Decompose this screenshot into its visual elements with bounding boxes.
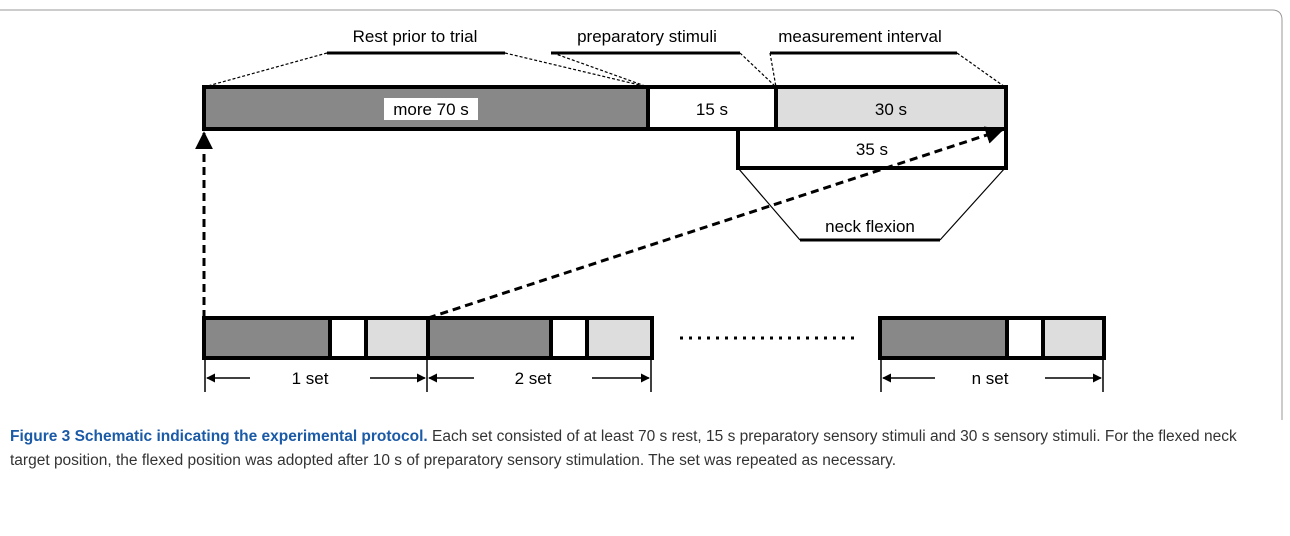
set-label: 2 set [515,369,552,388]
set-bars [202,316,1106,360]
set-brackets [204,358,1104,392]
phase-label: Rest prior to trial [353,27,478,46]
segment-label: 30 s [875,100,907,119]
phase-label: preparatory stimuli [577,27,717,46]
segment-label: more 70 s [393,100,469,119]
caption-title: Figure 3 Schematic indicating the experi… [10,428,428,445]
neck-segment [736,127,1008,170]
phase-label: measurement interval [778,27,941,46]
measure-segment [774,85,1008,131]
label-bg [384,98,478,120]
set-label: 1 set [292,369,329,388]
guide-lines [203,52,1006,88]
phase-label: neck flexion [825,217,915,236]
caption-text: Each set consisted of at least 70 s rest… [10,428,1237,469]
arrow [427,126,1004,320]
caption: Figure 3 Schematic indicating the experi… [10,425,1255,473]
set-label: n set [972,369,1009,388]
frame [0,9,1283,420]
neck-lines [737,167,1006,241]
segment-label: 15 s [696,100,728,119]
diagram: Rest prior to trial preparatory stimuli … [0,9,1283,420]
segment-label: 35 s [856,140,888,159]
